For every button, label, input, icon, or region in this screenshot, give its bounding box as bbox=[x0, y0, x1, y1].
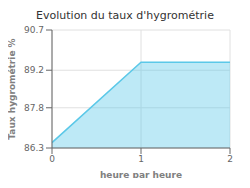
svg-text:90.7: 90.7 bbox=[24, 25, 44, 35]
svg-text:89.2: 89.2 bbox=[24, 65, 44, 75]
svg-text:87.8: 87.8 bbox=[24, 103, 44, 113]
svg-text:86.3: 86.3 bbox=[24, 143, 44, 153]
html-text:Evolution du taux d'hygrométri: Evolution du taux d'hygrométrie bbox=[36, 9, 214, 22]
svg-text:0: 0 bbox=[49, 154, 55, 164]
svg-text:heure par heure: heure par heure bbox=[100, 170, 182, 178]
svg-text:2: 2 bbox=[227, 154, 233, 164]
svg-text:1: 1 bbox=[138, 154, 144, 164]
svg-text:Taux hygrométrie %: Taux hygrométrie % bbox=[8, 38, 17, 139]
